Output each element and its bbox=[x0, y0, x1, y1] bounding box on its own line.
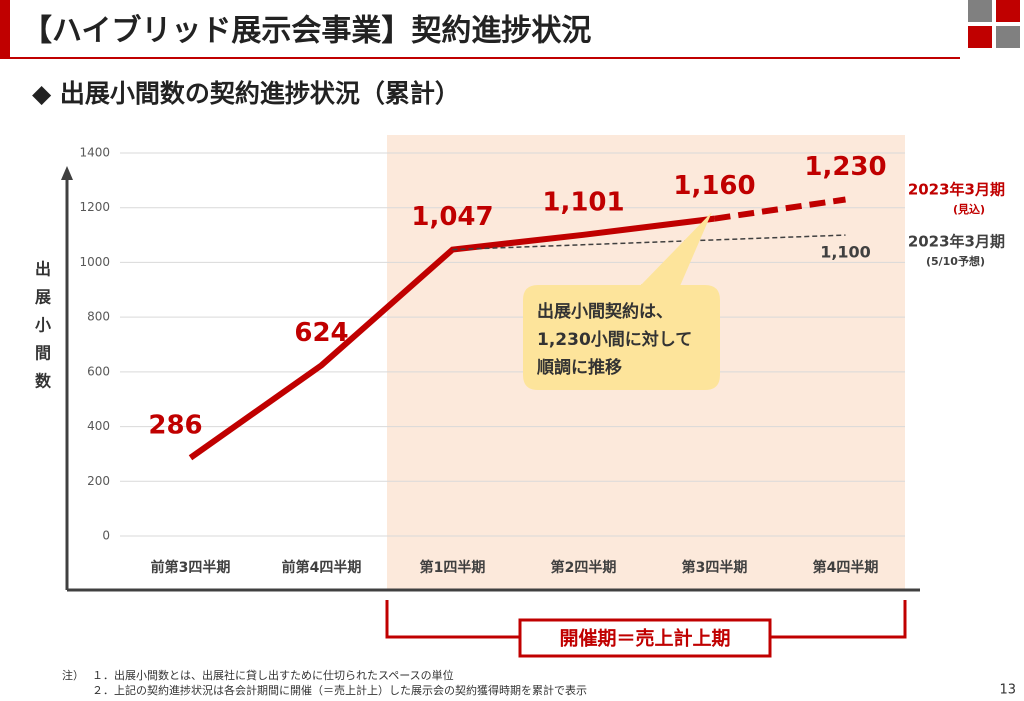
x-tick-label: 前第3四半期 bbox=[151, 559, 231, 576]
notes-prefix: 注） bbox=[62, 668, 84, 682]
y-tick-label: 600 bbox=[87, 364, 110, 378]
y-axis-label: 展 bbox=[35, 288, 52, 307]
y-tick-label: 1000 bbox=[79, 255, 110, 269]
callout-bubble bbox=[523, 212, 720, 390]
period-label: 開催期＝売上計上期 bbox=[559, 627, 730, 650]
annotation: 2023年3月期 bbox=[908, 181, 1005, 199]
annotation-sub: (5/10予想) bbox=[926, 254, 985, 268]
callout-fill bbox=[641, 284, 679, 290]
subtitle: ◆ 出展小間数の契約進捗状況（累計） bbox=[32, 79, 460, 108]
note: １．出展小間数とは、出展社に貸し出すために仕切られたスペースの単位 bbox=[92, 668, 454, 682]
data-label: 286 bbox=[148, 410, 202, 440]
y-tick-label: 0 bbox=[102, 529, 110, 543]
y-axis-arrow bbox=[61, 166, 73, 180]
data-label: 1,047 bbox=[411, 202, 493, 232]
series-line bbox=[452, 234, 846, 251]
annotation: 2023年3月期 bbox=[908, 233, 1005, 251]
x-tick-label: 第2四半期 bbox=[551, 559, 617, 576]
x-tick-label: 第1四半期 bbox=[420, 559, 486, 576]
x-tick-label: 第4四半期 bbox=[813, 559, 879, 576]
y-axis-label: 小 bbox=[35, 316, 51, 335]
page-number: 13 bbox=[999, 683, 1016, 698]
series-line bbox=[714, 196, 846, 222]
callout-text: 1,230小間に対して bbox=[537, 329, 692, 350]
data-label: 1,101 bbox=[542, 187, 624, 217]
annotation-sub: (見込) bbox=[953, 202, 985, 216]
y-axis-label: 出 bbox=[35, 260, 51, 279]
period-box bbox=[518, 618, 772, 658]
y-tick-label: 1200 bbox=[79, 200, 110, 214]
y-tick-label: 200 bbox=[87, 474, 110, 488]
data-label: 1,100 bbox=[820, 243, 871, 262]
y-tick-label: 800 bbox=[87, 310, 110, 324]
note: ２．上記の契約進捗状況は各会計期間に開催（＝売上計上）した展示会の契約獲得時期を… bbox=[92, 683, 587, 697]
data-label: 1,160 bbox=[673, 171, 755, 201]
title: 【ハイブリッド展示会事業】契約進捗状況 bbox=[22, 14, 591, 49]
y-tick-label: 1400 bbox=[79, 146, 110, 160]
data-label: 624 bbox=[294, 318, 348, 348]
title-bar bbox=[0, 0, 10, 58]
series-line bbox=[188, 215, 715, 461]
callout-text: 出展小間契約は、 bbox=[537, 301, 673, 322]
logo bbox=[968, 0, 1020, 48]
data-label: 1,230 bbox=[804, 152, 886, 182]
y-axis-label: 数 bbox=[35, 372, 52, 391]
y-axis-label: 間 bbox=[35, 344, 51, 363]
callout-text: 順調に推移 bbox=[537, 357, 622, 378]
x-tick-label: 第3四半期 bbox=[682, 559, 748, 576]
x-tick-label: 前第4四半期 bbox=[282, 559, 362, 576]
y-tick-label: 400 bbox=[87, 419, 110, 433]
